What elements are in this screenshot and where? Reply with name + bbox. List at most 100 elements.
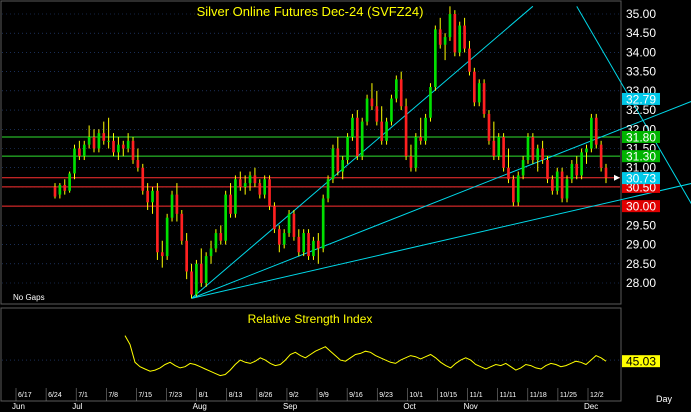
candle-body [78, 148, 81, 157]
level-label: 30.73 [626, 172, 656, 186]
candle-body [331, 148, 335, 180]
candle-body [468, 48, 471, 72]
date-tick-label: 6/24 [48, 392, 62, 399]
candle-body [297, 236, 301, 253]
month-label: Oct [403, 402, 416, 411]
candle-body [273, 206, 276, 230]
date-tick-label: 12/2 [590, 392, 604, 399]
candle-body [551, 179, 554, 191]
candle-body [355, 117, 359, 157]
candle-body [424, 117, 427, 141]
candle-body [594, 117, 598, 145]
date-tick-label: 8/13 [229, 392, 243, 399]
candle-body [229, 194, 232, 214]
price-tick-label: 29.50 [626, 218, 656, 232]
candle-body [209, 248, 213, 257]
candle-body [463, 25, 466, 49]
candle-body [151, 190, 154, 203]
candle-body [287, 213, 291, 234]
date-tick-label: 11/1 [470, 392, 483, 399]
price-tick-label: 29.00 [626, 238, 656, 252]
month-label: Nov [464, 402, 478, 411]
candle-body [458, 25, 462, 53]
candle-body [604, 167, 608, 178]
candle-body [507, 167, 510, 180]
candle-body [92, 136, 96, 149]
candle-body [326, 179, 330, 199]
candle-body [365, 98, 369, 122]
candle-body [360, 121, 364, 157]
price-tick-label: 35.00 [626, 7, 656, 21]
candle-body [87, 136, 91, 145]
date-tick-label: 9/16 [349, 392, 363, 399]
candle-body [497, 136, 501, 157]
candle-body [429, 87, 432, 118]
price-tick-label: 33.50 [626, 65, 656, 79]
candle-body [58, 185, 62, 195]
rsi-value-label: 45.03 [626, 355, 656, 369]
rsi-panel-frame [0, 307, 622, 402]
candle-body [73, 148, 76, 174]
date-tick-label: 7/15 [138, 392, 152, 399]
date-tick-label: 9/2 [289, 392, 299, 399]
candle-body [477, 83, 481, 103]
candle-body [560, 171, 564, 199]
level-label: 31.30 [626, 150, 656, 164]
level-label-box [622, 130, 660, 143]
price-tick-label: 34.50 [626, 26, 656, 40]
date-tick-label: 10/15 [439, 392, 457, 399]
candle-body [53, 186, 57, 197]
candle-body [243, 183, 247, 187]
candle-body [121, 144, 125, 149]
level-label: 31.80 [626, 130, 656, 144]
candle-body [482, 83, 486, 114]
price-axis: 35.0034.5034.0033.5033.0032.5032.0031.50… [626, 7, 656, 290]
date-tick-label: 9/9 [319, 392, 329, 399]
candle-body [68, 173, 71, 191]
candle-body [141, 167, 145, 191]
candle-body [394, 79, 398, 99]
chart-title: Silver Online Futures Dec-24 (SVFZ24) [197, 4, 424, 19]
month-label: Aug [193, 402, 207, 411]
candle-body [370, 98, 374, 107]
candle-body [555, 171, 559, 191]
candle-body [238, 179, 242, 187]
candle-body [453, 14, 457, 53]
candle-body [204, 256, 208, 283]
candle-body [136, 160, 140, 168]
candle-body [307, 233, 310, 257]
candle-body [175, 194, 179, 214]
level-label: 30.00 [626, 200, 656, 214]
candle-body [126, 140, 130, 149]
candle-body [156, 190, 159, 253]
candle-body [346, 136, 349, 161]
candle-body [536, 148, 540, 161]
candle-body [63, 185, 67, 191]
date-tick-label: 7/8 [108, 392, 118, 399]
date-tick-label: 11/25 [560, 392, 577, 399]
date-tick-label: 6/17 [18, 392, 32, 399]
candle-body [385, 121, 388, 141]
candle-body [180, 213, 184, 241]
candle-body [487, 113, 491, 141]
candle-body [146, 190, 149, 203]
candle-body [268, 179, 271, 207]
candle-body [546, 160, 549, 180]
period-label: Day [656, 394, 673, 404]
candle-body [219, 233, 223, 241]
candle-body [448, 14, 452, 38]
candle-body [414, 136, 418, 168]
level-label-box [622, 172, 660, 185]
candle-body [516, 175, 520, 203]
candle-body [599, 144, 603, 168]
month-label: Dec [584, 402, 598, 411]
trendline [576, 6, 691, 205]
level-label-box [622, 150, 660, 163]
candle-body [473, 71, 476, 103]
candle-body [575, 163, 579, 176]
candle-body [117, 144, 120, 153]
rsi-value-box [622, 355, 660, 368]
candle-body [263, 179, 267, 195]
month-label: Jun [12, 402, 25, 411]
